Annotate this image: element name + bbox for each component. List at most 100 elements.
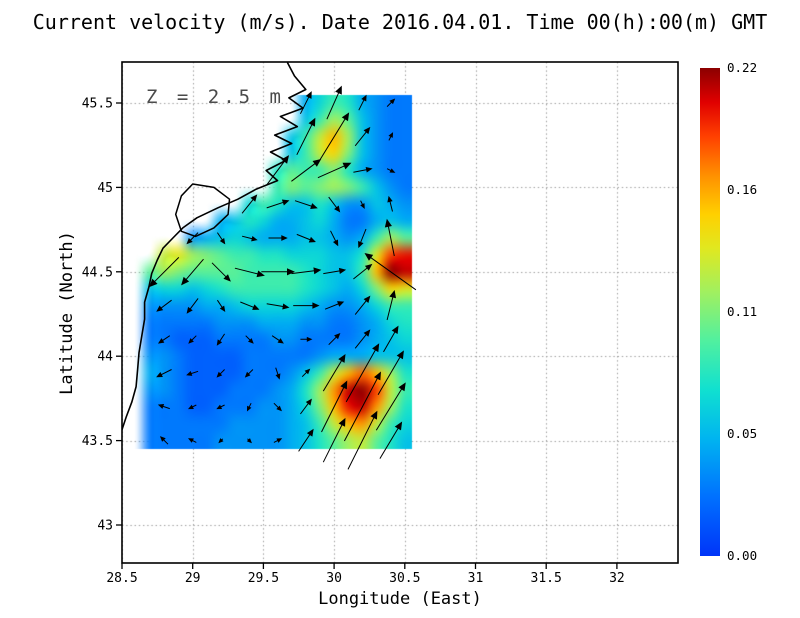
velocity-arrow [354, 126, 371, 147]
velocity-arrow [216, 299, 226, 313]
velocity-arrow [353, 166, 373, 173]
velocity-arrow [347, 410, 378, 470]
velocity-arrow [268, 235, 288, 241]
velocity-arrow [186, 370, 199, 376]
velocity-arrow [291, 158, 322, 182]
velocity-arrow [234, 267, 265, 278]
velocity-arrow [149, 257, 180, 288]
velocity-arrow [296, 233, 316, 243]
velocity-arrow [358, 94, 367, 111]
plot-frame [121, 61, 679, 564]
colorbar-tick-label: 0.16 [727, 182, 757, 197]
x-tick-label: 29 [185, 571, 201, 586]
velocity-arrow [298, 428, 314, 452]
velocity-arrow [216, 369, 225, 378]
velocity-arrow [273, 402, 282, 412]
velocity-arrow [181, 258, 204, 286]
velocity-arrow [321, 380, 348, 433]
velocity-arrow [300, 398, 312, 415]
velocity-arrow [319, 112, 350, 161]
velocity-arrow [326, 85, 342, 120]
velocity-arrow [157, 335, 171, 344]
velocity-arrow [240, 301, 260, 310]
velocity-arrow [328, 196, 341, 213]
velocity-arrow [293, 302, 320, 309]
velocity-arrow [188, 438, 197, 443]
colorbar-tick-labels: 0.00 0.05 0.11 0.16 0.22 [727, 60, 757, 563]
velocity-arrow [354, 295, 371, 315]
y-tick-label: 45.5 [82, 97, 113, 112]
velocity-arrow [294, 200, 318, 209]
velocity-arrow [291, 267, 322, 275]
velocity-arrow [157, 404, 170, 410]
velocity-arrow [186, 232, 199, 245]
y-tick-label: 44 [97, 350, 113, 365]
velocity-arrow [159, 436, 169, 445]
velocity-arrow [216, 404, 225, 410]
velocity-arrow [353, 263, 373, 280]
x-tick-label: 30 [326, 571, 342, 586]
velocity-arrow [364, 253, 417, 291]
velocity-arrow [218, 438, 224, 444]
velocity-arrow [241, 194, 258, 214]
velocity-arrow [246, 438, 252, 444]
x-tick-label: 31.5 [531, 571, 562, 586]
y-tick-label: 43 [97, 519, 113, 534]
velocity-arrow [216, 232, 226, 245]
velocity-arrow [379, 421, 403, 459]
y-tick-label: 45 [97, 181, 113, 196]
velocity-arrow [188, 335, 197, 344]
velocity-arrow [317, 162, 352, 179]
velocity-arrow [386, 290, 397, 321]
velocity-arrow [358, 228, 367, 249]
velocity-arrow [322, 354, 346, 392]
x-tick-label: 29.5 [248, 571, 279, 586]
velocity-arrow [386, 98, 396, 107]
velocity-arrow [388, 132, 394, 141]
velocity-arrow [384, 218, 395, 257]
velocity-arrow [383, 325, 399, 353]
velocity-arrow [266, 155, 290, 186]
colorbar [700, 68, 720, 556]
velocity-arrow [296, 117, 316, 156]
velocity-arrow [156, 299, 172, 312]
y-tick-label: 43.5 [82, 434, 113, 449]
velocity-arrow [328, 333, 341, 346]
velocity-arrow [186, 298, 199, 314]
axis-tick-labels: 28.5 29 29.5 30 30.5 31 31.5 32 43 43.5 44 44.5 45 45… [82, 97, 625, 587]
x-tick-label: 30.5 [389, 571, 420, 586]
velocity-arrow [386, 168, 396, 173]
colorbar-tick-label: 0.22 [727, 60, 757, 75]
velocity-arrow [343, 371, 381, 442]
velocity-arrow [156, 369, 172, 378]
velocity-arrow [275, 367, 281, 380]
colorbar-tick-label: 0.11 [727, 304, 757, 319]
x-tick-label: 28.5 [106, 571, 137, 586]
velocity-arrow [273, 438, 283, 443]
velocity-arrow [324, 301, 345, 310]
axis-ticks [116, 102, 618, 569]
y-tick-label: 44.5 [82, 265, 113, 280]
x-tick-label: 32 [609, 571, 625, 586]
velocity-arrow [216, 333, 226, 346]
colorbar-tick-label: 0.05 [727, 426, 757, 441]
velocity-arrow [345, 343, 380, 403]
velocity-arrow [360, 200, 365, 209]
velocity-arrow [322, 417, 346, 463]
colorbar-tick-label: 0.00 [727, 548, 757, 563]
velocity-arrow [301, 368, 311, 378]
velocity-arrow [354, 329, 371, 349]
velocity-arrow [330, 230, 339, 247]
velocity-arrow [299, 91, 312, 115]
velocity-arrow [245, 335, 254, 344]
current-vector-arrows [149, 85, 417, 470]
velocity-arrow [271, 335, 284, 344]
velocity-arrow [323, 267, 347, 275]
velocity-arrow [261, 268, 295, 276]
velocity-arrow [300, 336, 313, 342]
lagoon-outline [174, 183, 231, 238]
x-tick-label: 31 [468, 571, 484, 586]
